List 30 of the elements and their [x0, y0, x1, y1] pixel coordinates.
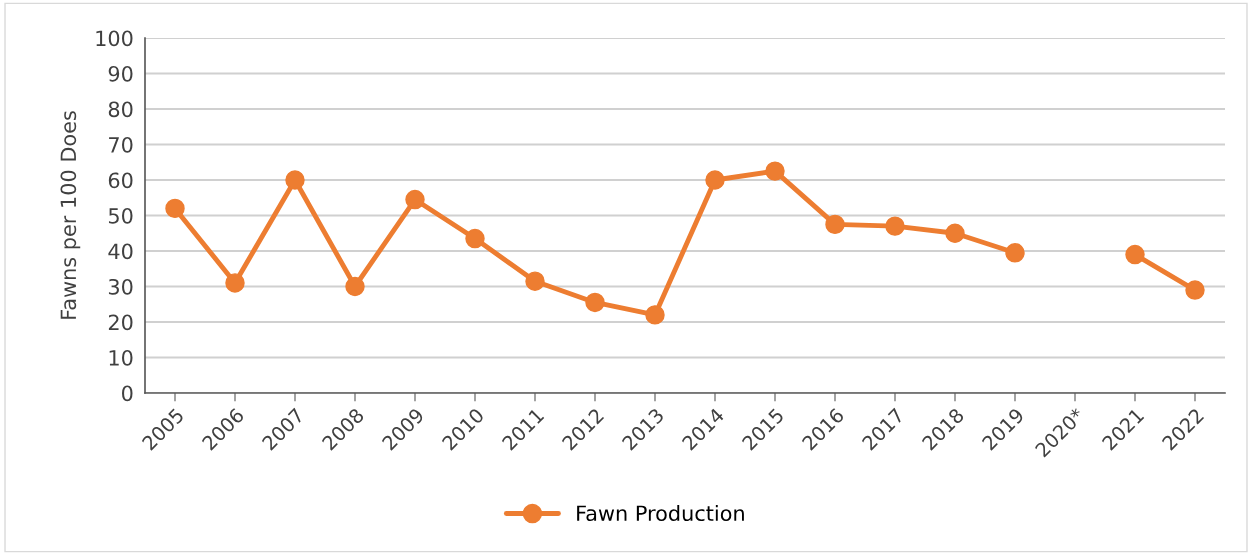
point	[345, 276, 365, 297]
point	[525, 271, 545, 291]
point	[825, 214, 845, 235]
y-axis-title: Fawns per 100 Does	[60, 111, 81, 319]
point	[285, 170, 305, 190]
point	[465, 228, 485, 249]
y-tick-label: 90	[108, 65, 133, 82]
point	[1005, 243, 1025, 263]
y-tick-label: 10	[109, 349, 133, 366]
y-tick-label: 80	[108, 101, 133, 118]
y-tick-label: 100	[96, 30, 133, 47]
legend-label: Fawn Production	[577, 504, 744, 522]
point	[405, 189, 425, 210]
point	[585, 292, 605, 313]
point	[165, 198, 185, 219]
point	[1125, 244, 1145, 265]
y-tick-label: 0	[122, 385, 133, 402]
y-tick-label: 30	[108, 278, 133, 295]
y-tick-label: 50	[108, 207, 133, 224]
point	[1185, 280, 1205, 300]
point	[885, 216, 905, 236]
point	[945, 223, 965, 243]
y-tick-label: 20	[108, 314, 133, 331]
y-tick-label: 40	[108, 243, 133, 260]
point	[225, 273, 245, 293]
point	[765, 161, 785, 181]
point	[645, 305, 665, 325]
y-tick-label: 70	[109, 136, 133, 153]
y-tick-label: 60	[108, 172, 133, 189]
point	[705, 170, 725, 190]
